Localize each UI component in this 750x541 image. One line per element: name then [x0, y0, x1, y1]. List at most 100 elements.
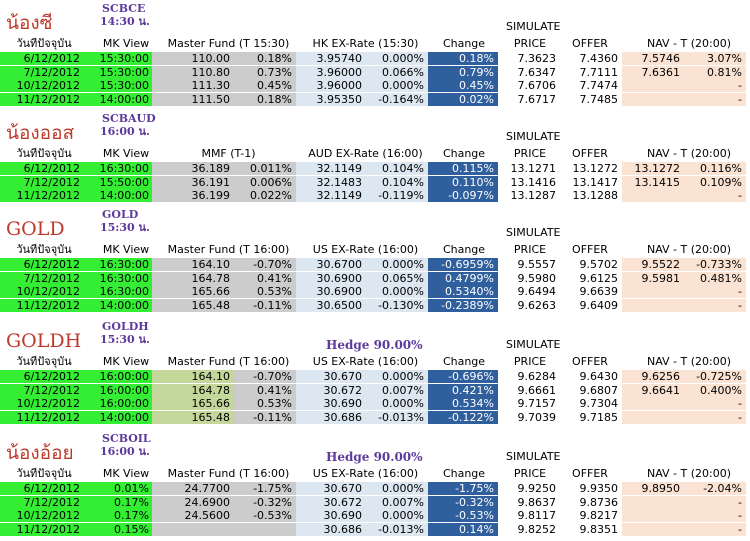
cell-fund-value[interactable]: 111.50 — [152, 92, 234, 106]
cell-fx-rate[interactable]: 30.670 — [296, 370, 366, 383]
cell-nav-change[interactable]: - — [684, 92, 746, 106]
cell-nav[interactable] — [622, 298, 684, 312]
cell-price[interactable]: 9.8252 — [517, 522, 557, 536]
cell-change[interactable]: -0.097% — [428, 189, 498, 202]
cell-nav[interactable]: 9.6256 — [622, 370, 684, 383]
cell-fund-change[interactable]: -0.70% — [234, 258, 296, 271]
cell-nav[interactable]: 7.6361 — [622, 65, 684, 79]
cell-date[interactable]: 7/12/2012 — [0, 495, 82, 509]
cell-fund-change[interactable]: 0.18% — [234, 92, 296, 106]
cell-price[interactable]: 9.8117 — [517, 509, 557, 522]
cell-fx-change[interactable]: 0.066% — [366, 65, 428, 79]
cell-offer[interactable]: 7.7485 — [579, 92, 619, 106]
cell-price[interactable]: 7.3623 — [517, 52, 557, 65]
cell-fx-rate[interactable]: 3.95740 — [296, 52, 366, 65]
cell-date[interactable]: 10/12/2012 — [0, 509, 82, 522]
cell-fx-change[interactable]: 0.000% — [366, 52, 428, 65]
cell-fund-change[interactable]: -0.32% — [234, 495, 296, 509]
cell-change[interactable]: 0.02% — [428, 92, 498, 106]
cell-nav[interactable]: 9.8950 — [622, 482, 684, 495]
cell-fund-value[interactable]: 110.00 — [152, 52, 234, 65]
cell-offer[interactable]: 13.1288 — [572, 189, 619, 202]
cell-nav-change[interactable]: -0.725% — [684, 370, 746, 383]
cell-price[interactable]: 9.6661 — [517, 383, 557, 397]
cell-mk-view[interactable]: 14:00:00 — [82, 410, 152, 424]
cell-nav[interactable]: 9.6641 — [622, 383, 684, 397]
cell-fund-value[interactable]: 24.6900 — [152, 495, 234, 509]
cell-mk-view[interactable]: 0.17% — [82, 495, 152, 509]
cell-fund-change[interactable]: -1.75% — [234, 482, 296, 495]
cell-fx-change[interactable]: -0.013% — [366, 522, 428, 536]
cell-offer[interactable]: 9.9350 — [579, 482, 619, 495]
cell-mk-view[interactable]: 16:00:00 — [82, 383, 152, 397]
cell-nav-change[interactable]: - — [684, 495, 746, 509]
cell-fund-change[interactable]: 0.006% — [234, 175, 296, 189]
cell-nav[interactable]: 13.1272 — [622, 162, 684, 175]
cell-nav-change[interactable]: 0.81% — [684, 65, 746, 79]
cell-change[interactable]: 0.5340% — [428, 285, 498, 298]
cell-fund-value[interactable]: 110.80 — [152, 65, 234, 79]
cell-fx-rate[interactable]: 32.1149 — [296, 162, 366, 175]
cell-fund-value[interactable]: 24.5600 — [152, 509, 234, 522]
cell-nav-change[interactable]: 3.07% — [684, 52, 746, 65]
cell-mk-view[interactable]: 16:30:00 — [82, 271, 152, 285]
cell-date[interactable]: 7/12/2012 — [0, 383, 82, 397]
cell-offer[interactable]: 9.8736 — [579, 495, 619, 509]
cell-fund-value[interactable]: 111.30 — [152, 79, 234, 92]
cell-nav-change[interactable]: 0.481% — [684, 271, 746, 285]
cell-nav-change[interactable]: - — [684, 298, 746, 312]
cell-nav[interactable]: 13.1415 — [622, 175, 684, 189]
cell-mk-view[interactable]: 14:00:00 — [82, 298, 152, 312]
cell-date[interactable]: 11/12/2012 — [0, 189, 82, 202]
cell-nav[interactable] — [622, 285, 684, 298]
cell-date[interactable]: 7/12/2012 — [0, 65, 82, 79]
cell-nav-change[interactable]: -0.733% — [684, 258, 746, 271]
cell-price[interactable]: 9.6494 — [517, 285, 557, 298]
cell-nav-change[interactable]: - — [684, 509, 746, 522]
cell-change[interactable]: -0.6959% — [428, 258, 498, 271]
cell-fund-change[interactable] — [234, 522, 296, 536]
cell-fund-value[interactable]: 36.191 — [152, 175, 234, 189]
cell-date[interactable]: 10/12/2012 — [0, 79, 82, 92]
cell-fx-rate[interactable]: 32.1149 — [296, 189, 366, 202]
cell-fx-change[interactable]: -0.130% — [366, 298, 428, 312]
cell-date[interactable]: 11/12/2012 — [0, 298, 82, 312]
cell-change[interactable]: 0.14% — [428, 522, 498, 536]
cell-fx-rate[interactable]: 3.96000 — [296, 79, 366, 92]
cell-fx-change[interactable]: 0.007% — [366, 383, 428, 397]
cell-fx-change[interactable]: -0.013% — [366, 410, 428, 424]
cell-fund-value[interactable]: 165.48 — [152, 410, 234, 424]
cell-fx-rate[interactable]: 30.686 — [296, 410, 366, 424]
cell-fx-change[interactable]: -0.164% — [366, 92, 428, 106]
cell-price[interactable]: 7.6706 — [517, 79, 557, 92]
cell-fx-change[interactable]: 0.065% — [366, 271, 428, 285]
cell-fund-value[interactable]: 164.10 — [152, 370, 234, 383]
cell-fx-change[interactable]: 0.007% — [366, 495, 428, 509]
cell-offer[interactable]: 9.6807 — [579, 383, 619, 397]
cell-date[interactable]: 6/12/2012 — [0, 162, 82, 175]
cell-nav[interactable] — [622, 79, 684, 92]
cell-nav-change[interactable]: -2.04% — [684, 482, 746, 495]
cell-price[interactable]: 9.5980 — [517, 271, 557, 285]
cell-fund-value[interactable] — [152, 522, 234, 536]
cell-date[interactable]: 11/12/2012 — [0, 522, 82, 536]
cell-fund-change[interactable]: 0.53% — [234, 285, 296, 298]
cell-change[interactable]: -0.32% — [428, 495, 498, 509]
cell-nav[interactable] — [622, 189, 684, 202]
cell-change[interactable]: -0.122% — [428, 410, 498, 424]
cell-date[interactable]: 11/12/2012 — [0, 92, 82, 106]
cell-price[interactable]: 13.1271 — [510, 162, 557, 175]
cell-offer[interactable]: 9.6639 — [579, 285, 619, 298]
cell-price[interactable]: 7.6717 — [517, 92, 557, 106]
cell-date[interactable]: 10/12/2012 — [0, 285, 82, 298]
cell-fx-change[interactable]: -0.119% — [366, 189, 428, 202]
cell-fx-rate[interactable]: 30.672 — [296, 495, 366, 509]
cell-nav-change[interactable]: - — [684, 410, 746, 424]
cell-nav-change[interactable]: 0.116% — [684, 162, 746, 175]
cell-offer[interactable]: 9.6125 — [579, 271, 619, 285]
cell-offer[interactable]: 9.8351 — [579, 522, 619, 536]
cell-change[interactable]: 0.4799% — [428, 271, 498, 285]
cell-fund-value[interactable]: 165.66 — [152, 285, 234, 298]
cell-change[interactable]: 0.115% — [428, 162, 498, 175]
cell-nav-change[interactable]: - — [684, 189, 746, 202]
